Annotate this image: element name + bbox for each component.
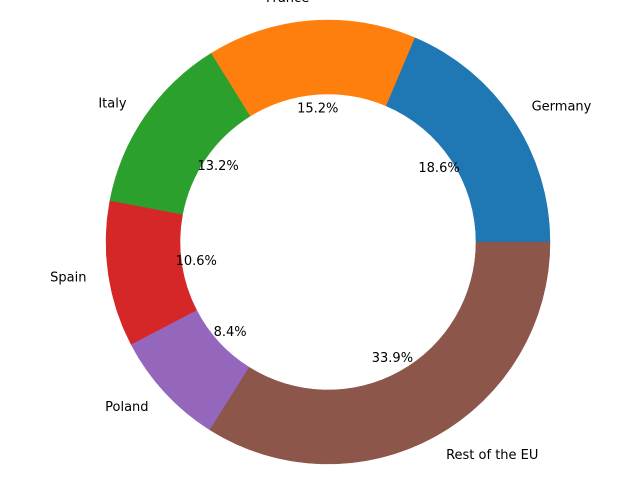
category-label-germany: Germany bbox=[532, 100, 592, 115]
slice-group bbox=[105, 19, 551, 465]
percent-label-spain: 10.6% bbox=[176, 254, 217, 269]
percent-label-italy: 13.2% bbox=[197, 159, 238, 174]
percent-label-france: 15.2% bbox=[297, 102, 338, 117]
category-label-spain: Spain bbox=[50, 270, 86, 285]
category-label-poland: Poland bbox=[105, 400, 148, 415]
percent-label-group: 18.6% 15.2% 13.2% 10.6% 8.4% 33.9% bbox=[176, 102, 460, 366]
percent-label-poland: 8.4% bbox=[214, 325, 247, 340]
category-label-rest-of-the-eu: Rest of the EU bbox=[446, 448, 538, 463]
slice-rest-of-the-eu bbox=[209, 241, 551, 465]
category-label-italy: Italy bbox=[98, 96, 127, 111]
category-label-group: Germany France Italy Spain Poland Rest of the… bbox=[50, 0, 592, 463]
category-label-france: France bbox=[266, 0, 309, 6]
slice-germany bbox=[385, 37, 551, 243]
percent-label-rest-of-the-eu: 33.9% bbox=[372, 351, 413, 366]
percent-label-germany: 18.6% bbox=[418, 161, 459, 176]
